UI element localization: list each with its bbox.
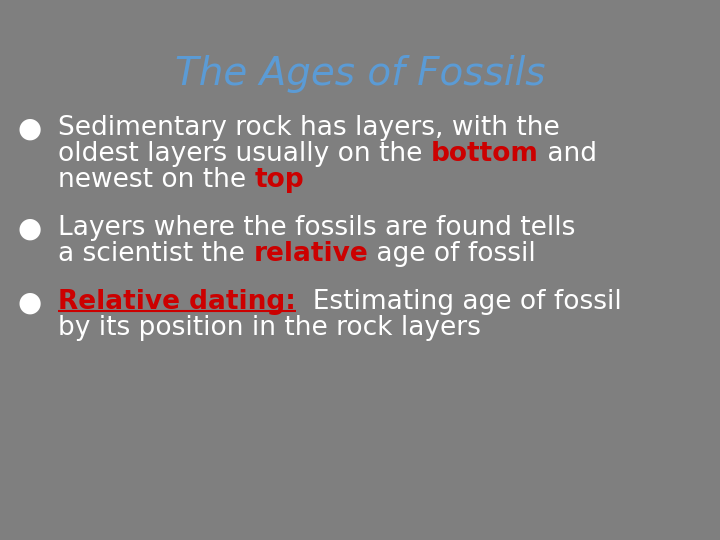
Text: a scientist the: a scientist the: [58, 241, 253, 267]
Text: relative: relative: [253, 241, 368, 267]
Text: Sedimentary rock has layers, with the: Sedimentary rock has layers, with the: [58, 115, 559, 141]
Text: Layers where the fossils are found tells: Layers where the fossils are found tells: [58, 215, 575, 241]
Text: and: and: [539, 141, 597, 167]
Text: bottom: bottom: [431, 141, 539, 167]
Text: ●: ●: [18, 115, 42, 143]
Text: oldest layers usually on the: oldest layers usually on the: [58, 141, 431, 167]
Text: top: top: [254, 167, 304, 193]
Text: by its position in the rock layers: by its position in the rock layers: [58, 315, 481, 341]
Text: Relative dating:: Relative dating:: [58, 289, 296, 315]
Text: ●: ●: [18, 215, 42, 243]
Text: ●: ●: [18, 289, 42, 317]
Text: age of fossil: age of fossil: [368, 241, 536, 267]
Text: The Ages of Fossils: The Ages of Fossils: [175, 55, 545, 93]
Text: Estimating age of fossil: Estimating age of fossil: [296, 289, 621, 315]
Text: newest on the: newest on the: [58, 167, 254, 193]
